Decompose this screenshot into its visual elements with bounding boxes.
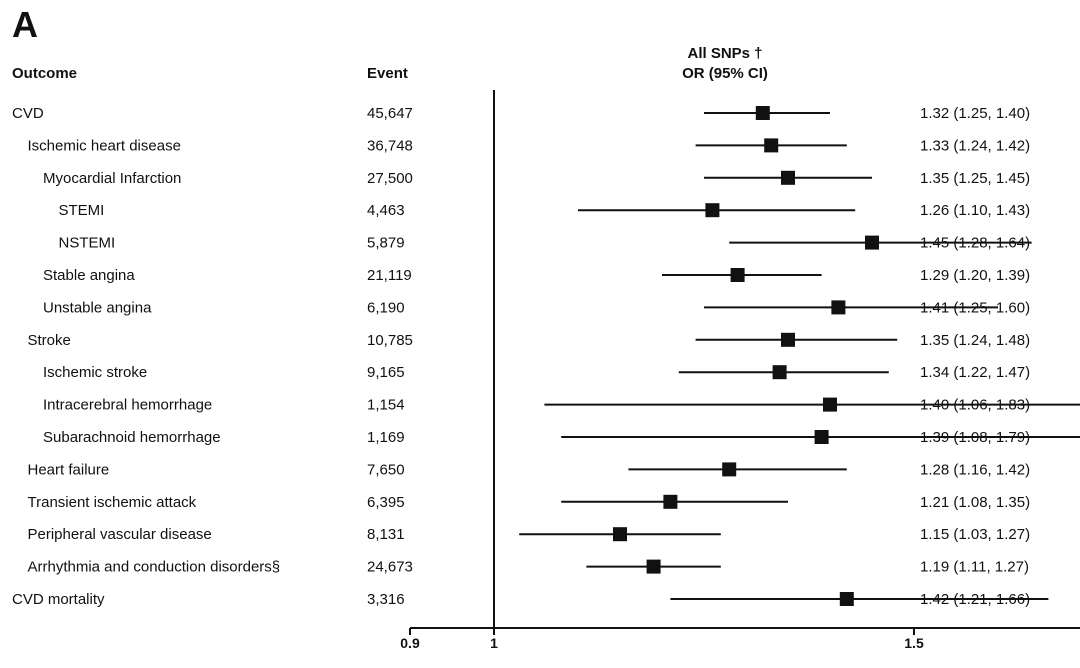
outcome-label: Ischemic heart disease bbox=[28, 137, 181, 154]
estimate-column-header: All SNPs † OR (95% CI) bbox=[640, 44, 810, 84]
outcome-label: STEMI bbox=[59, 202, 105, 219]
or-marker bbox=[865, 235, 879, 250]
or-marker bbox=[722, 462, 737, 477]
or-ci-label: 1.40 (1.06, 1.83) bbox=[920, 397, 1030, 414]
outcome-column-header: Outcome bbox=[12, 65, 78, 82]
or-ci-label: 1.45 (1.28, 1.64) bbox=[920, 235, 1030, 252]
outcome-label: Transient ischemic attack bbox=[28, 494, 197, 511]
outcome-label: Subarachnoid hemorrhage bbox=[43, 429, 221, 446]
x-axis-tick-label: 1 bbox=[490, 635, 498, 651]
outcome-label: Stable angina bbox=[43, 267, 135, 284]
outcome-label: NSTEMI bbox=[59, 235, 116, 252]
outcome-label: Heart failure bbox=[28, 461, 110, 478]
event-count: 36,748 bbox=[367, 137, 413, 154]
outcome-label: Peripheral vascular disease bbox=[28, 526, 212, 543]
event-count: 6,395 bbox=[367, 494, 405, 511]
outcome-label: Ischemic stroke bbox=[43, 364, 147, 381]
or-marker bbox=[663, 494, 678, 509]
or-ci-label: 1.41 (1.25, 1.60) bbox=[920, 299, 1030, 316]
or-marker bbox=[764, 138, 779, 153]
outcome-label: Unstable angina bbox=[43, 299, 152, 316]
or-marker bbox=[772, 365, 787, 380]
x-axis-tick-label: 0.9 bbox=[400, 635, 420, 651]
event-count: 45,647 bbox=[367, 105, 413, 122]
or-marker bbox=[613, 527, 627, 542]
or-ci-label: 1.32 (1.25, 1.40) bbox=[920, 105, 1030, 122]
or-marker bbox=[814, 430, 829, 444]
event-count: 9,165 bbox=[367, 364, 405, 381]
event-count: 27,500 bbox=[367, 170, 413, 187]
event-count: 8,131 bbox=[367, 526, 405, 543]
or-ci-label: 1.33 (1.24, 1.42) bbox=[920, 137, 1030, 154]
or-ci-label: 1.42 (1.21, 1.66) bbox=[920, 591, 1030, 608]
or-ci-label: 1.35 (1.25, 1.45) bbox=[920, 170, 1030, 187]
outcome-label: CVD mortality bbox=[12, 591, 105, 608]
outcome-label: Intracerebral hemorrhage bbox=[43, 397, 212, 414]
or-ci-label: 1.28 (1.16, 1.42) bbox=[920, 461, 1030, 478]
event-count: 4,463 bbox=[367, 202, 405, 219]
or-marker bbox=[755, 106, 770, 120]
or-marker bbox=[823, 397, 837, 412]
estimate-header-line-1: All SNPs † bbox=[687, 45, 763, 62]
or-marker bbox=[781, 170, 795, 185]
or-ci-label: 1.34 (1.22, 1.47) bbox=[920, 364, 1030, 381]
event-count: 1,169 bbox=[367, 429, 405, 446]
or-marker bbox=[831, 300, 846, 315]
or-marker bbox=[781, 332, 795, 347]
event-count: 21,119 bbox=[367, 267, 412, 284]
or-ci-label: 1.29 (1.20, 1.39) bbox=[920, 267, 1030, 284]
or-marker bbox=[839, 592, 854, 606]
event-count: 3,316 bbox=[367, 591, 405, 608]
or-ci-label: 1.35 (1.24, 1.48) bbox=[920, 332, 1030, 349]
event-count: 1,154 bbox=[367, 397, 405, 414]
or-marker bbox=[705, 203, 720, 218]
or-ci-label: 1.26 (1.10, 1.43) bbox=[920, 202, 1030, 219]
or-ci-label: 1.21 (1.08, 1.35) bbox=[920, 494, 1030, 511]
or-marker bbox=[646, 559, 661, 574]
estimate-header-line-2: OR (95% CI) bbox=[682, 65, 768, 82]
panel-label: A bbox=[12, 4, 38, 45]
or-ci-label: 1.39 (1.08, 1.79) bbox=[920, 429, 1030, 446]
event-count: 24,673 bbox=[367, 559, 413, 576]
event-column-header: Event bbox=[367, 65, 408, 82]
event-count: 10,785 bbox=[367, 332, 413, 349]
outcome-label: Myocardial Infarction bbox=[43, 170, 181, 187]
x-axis-tick-label: 1.5 bbox=[904, 635, 924, 651]
or-ci-label: 1.15 (1.03, 1.27) bbox=[920, 526, 1030, 543]
event-count: 7,650 bbox=[367, 461, 405, 478]
event-count: 6,190 bbox=[367, 299, 405, 316]
outcome-label: CVD bbox=[12, 105, 44, 122]
or-ci-label: 1.19 (1.11, 1.27) bbox=[920, 559, 1029, 576]
outcome-label: Arrhythmia and conduction disorders§ bbox=[28, 559, 281, 576]
outcome-label: Stroke bbox=[28, 332, 71, 349]
event-count: 5,879 bbox=[367, 235, 405, 252]
or-marker bbox=[730, 268, 745, 282]
